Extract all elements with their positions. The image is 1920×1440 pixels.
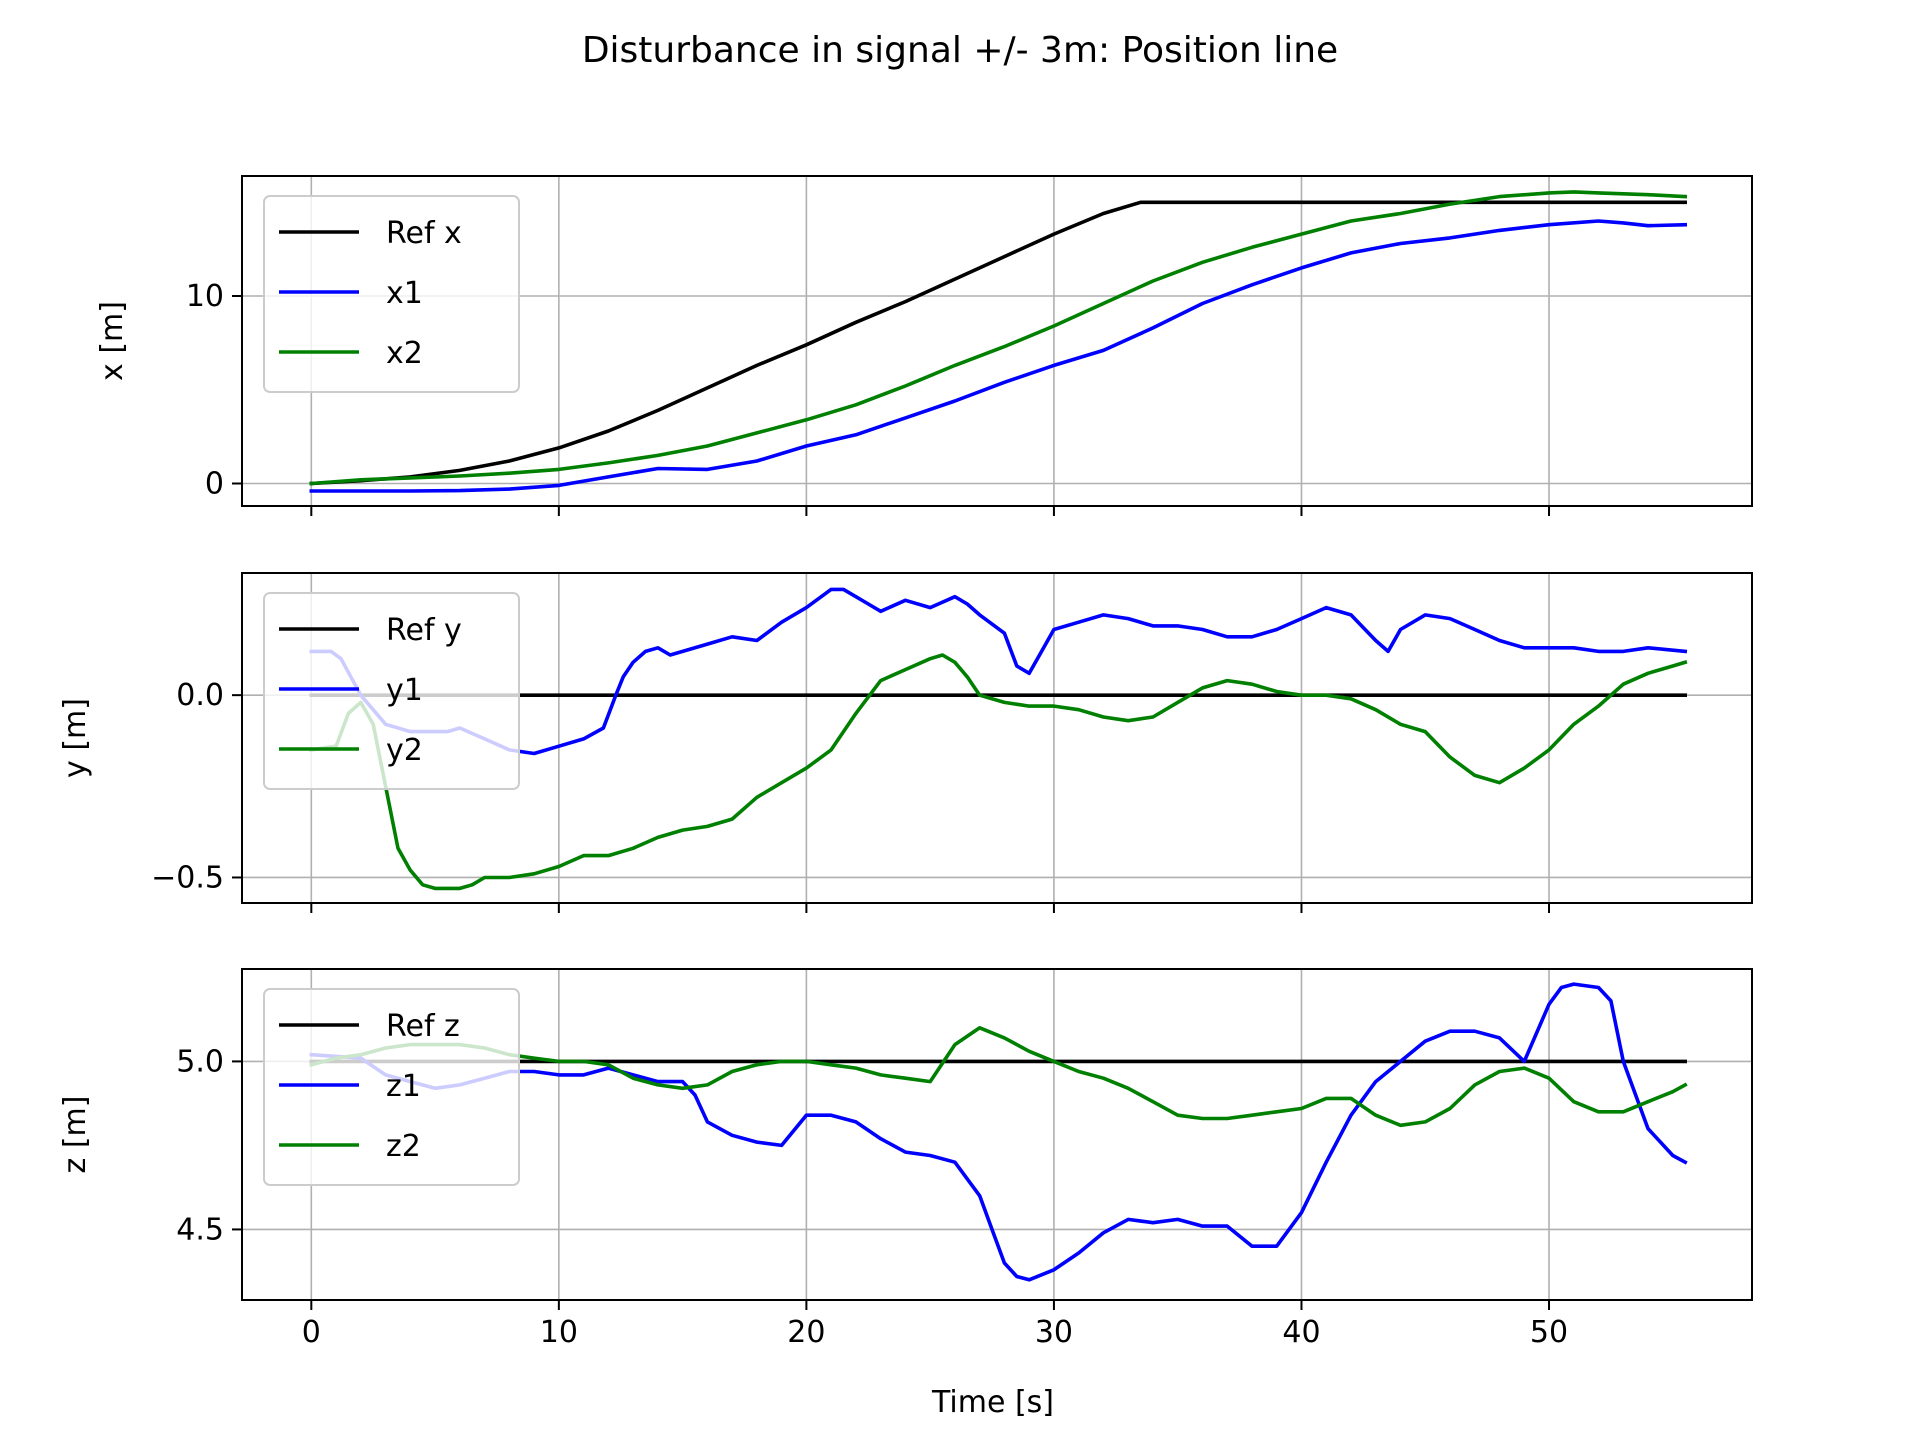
x-tick-label: 0 <box>302 1315 321 1350</box>
x-tick-label: 20 <box>787 1315 825 1350</box>
y-tick-label: 10 <box>186 279 224 314</box>
legend-label: z1 <box>386 1069 421 1104</box>
legend-label: y1 <box>386 673 423 708</box>
subplot-2: −0.5 0.0 y [m] Ref y y1 y2 <box>58 572 1753 913</box>
x-tick-label: 40 <box>1282 1315 1320 1350</box>
series-line-z1 <box>309 982 1688 1282</box>
legend-label: z2 <box>386 1129 421 1164</box>
legend-label: Ref x <box>386 216 462 251</box>
y-tick-label: 4.5 <box>176 1212 224 1247</box>
series-line-ref-x <box>309 200 1687 486</box>
legend-box <box>263 592 520 790</box>
axes-frame <box>241 572 1753 904</box>
axes-frame <box>241 175 1753 507</box>
y-axis-label: x [m] <box>95 301 130 381</box>
y-axis-label: z [m] <box>58 1096 93 1174</box>
subplots: 0 10 x [m] Ref x x1 x2 −0.5 0.0 y [m] Ref y y1 y2 0 1… <box>58 175 1753 1350</box>
x-tick-label: 30 <box>1035 1315 1073 1350</box>
legend-label: Ref y <box>386 613 462 648</box>
legend-box <box>263 988 520 1186</box>
y-tick-label: 0 <box>205 467 224 502</box>
x-axis-label: Time [s] <box>931 1385 1054 1420</box>
legend-label: y2 <box>386 733 423 768</box>
legend-label: Ref z <box>386 1009 460 1044</box>
y-tick-label: −0.5 <box>151 860 224 895</box>
legend: Ref x x1 x2 <box>263 195 520 393</box>
legend-box <box>263 195 520 393</box>
series-line-y2 <box>309 653 1688 891</box>
subplot-1: 0 10 x [m] Ref x x1 x2 <box>95 175 1753 516</box>
y-tick-label: 0.0 <box>176 678 224 713</box>
series-line-x2 <box>309 190 1688 486</box>
y-tick-label: 5.0 <box>176 1044 224 1079</box>
series-group <box>309 587 1688 891</box>
figure-title: Disturbance in signal +/- 3m: Position l… <box>582 30 1338 71</box>
x-tick-label: 50 <box>1530 1315 1568 1350</box>
series-line-x1 <box>309 219 1688 493</box>
y-axis-label: y [m] <box>58 698 93 778</box>
axes-frame <box>241 968 1753 1301</box>
legend: Ref z z1 z2 <box>263 988 520 1186</box>
series-line-y1 <box>309 587 1688 756</box>
legend-label: x2 <box>386 336 423 371</box>
x-tick-label: 10 <box>540 1315 578 1350</box>
series-group <box>309 190 1688 493</box>
series-group <box>309 982 1688 1282</box>
subplot-3: 0 10 20 30 40 50 4.5 5.0 z [m] Ref z z1 z2 <box>58 968 1753 1350</box>
series-line-z2 <box>309 1026 1688 1128</box>
legend: Ref y y1 y2 <box>263 592 520 790</box>
legend-label: x1 <box>386 276 423 311</box>
